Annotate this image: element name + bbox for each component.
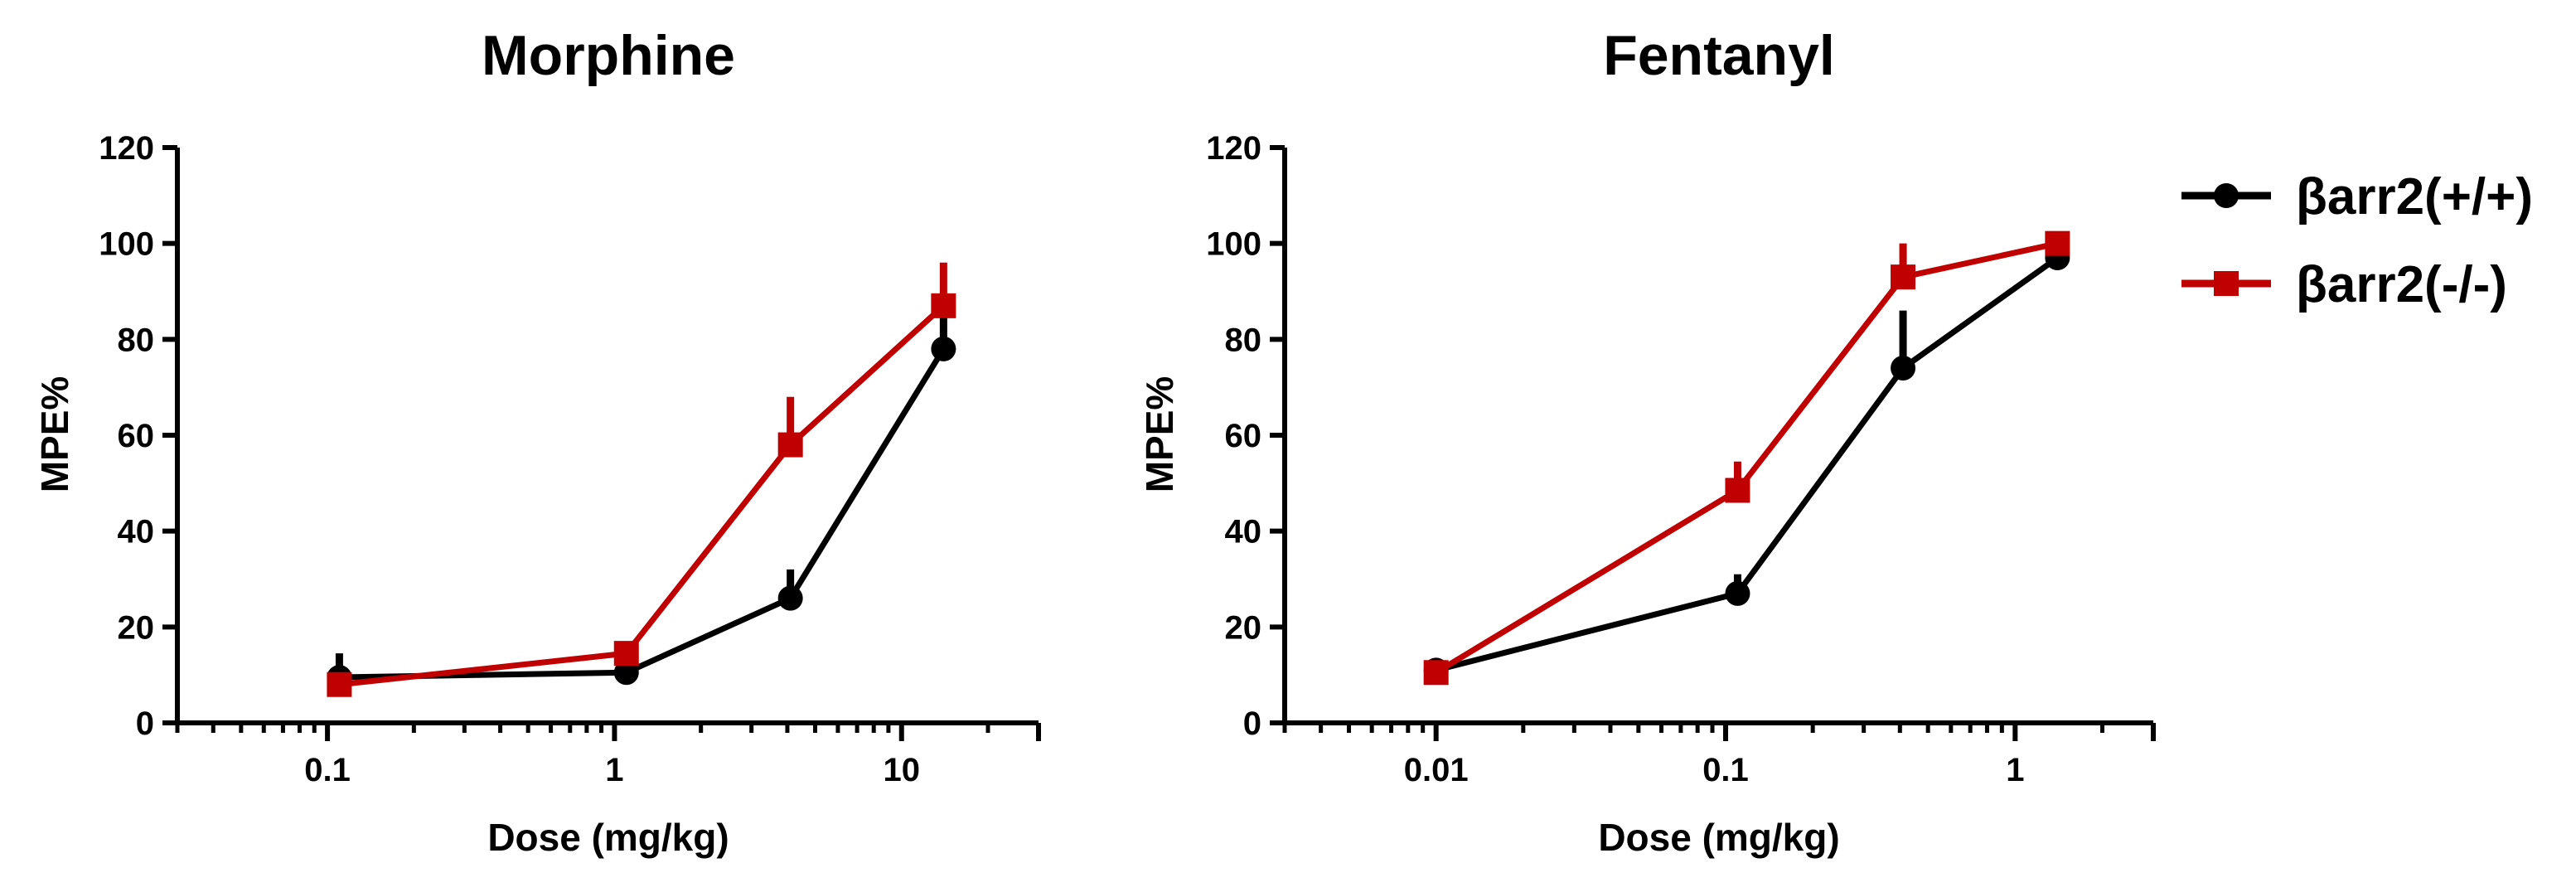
x-tick-label: 1 (2006, 752, 2024, 788)
chart-title: Morphine (482, 24, 735, 87)
legend-item-ko: βarr2(-/-) (2181, 256, 2507, 313)
series-ko (1423, 230, 2070, 686)
chart-panel-fentanyl: Fentanyl Dose (mg/kg) MPE% 0 20 40 60 80 100 1… (1138, 24, 2156, 859)
y-tick-label: 40 (118, 514, 155, 550)
y-tick-label: 0 (1243, 705, 1261, 742)
legend: βarr2(+/+) βarr2(-/-) (2181, 168, 2533, 313)
series-layer (1423, 230, 2070, 686)
data-point (1725, 580, 1750, 606)
y-tick-label: 100 (1206, 226, 1261, 263)
legend-marker-circle (2214, 183, 2239, 208)
y-tick-label: 20 (118, 609, 155, 646)
x-tick-label: 0.01 (1404, 752, 1469, 788)
legend-label-ko: βarr2(-/-) (2296, 256, 2507, 313)
chart-panel-morphine: Morphine Dose (mg/kg) MPE% 0 20 40 60 80 100 1… (33, 24, 1041, 859)
legend-item-wt: βarr2(+/+) (2181, 168, 2533, 225)
y-tick-label: 80 (118, 322, 155, 358)
legend-marker-square (2214, 271, 2239, 296)
axes: 0 20 40 60 80 100 120 0.01 0.1 1 (1206, 130, 2156, 788)
data-point (613, 660, 639, 686)
series-ko (327, 262, 956, 697)
data-point (1423, 660, 1449, 686)
y-axis-label: MPE% (1138, 376, 1181, 493)
x-tick-label: 1 (605, 752, 623, 788)
y-tick-label: 60 (118, 418, 155, 454)
data-point (777, 585, 803, 611)
data-point (931, 336, 956, 361)
y-axis-label: MPE% (33, 376, 76, 493)
series-line (339, 347, 947, 681)
y-tick-label: 120 (99, 130, 154, 167)
series-wt (1423, 245, 2070, 683)
series-line (339, 303, 946, 688)
y-tick-label: 60 (1225, 418, 1262, 454)
data-point (1891, 264, 1916, 290)
x-tick-label: 10 (884, 752, 921, 788)
legend-label-wt: βarr2(+/+) (2296, 168, 2533, 225)
x-tick-label: 0.1 (1702, 752, 1749, 788)
chart-title: Fentanyl (1603, 24, 1835, 87)
data-point (613, 641, 639, 667)
data-point (777, 432, 803, 458)
series-line (1435, 255, 2060, 673)
x-tick-label: 0.1 (304, 752, 351, 788)
data-point (1891, 356, 1916, 381)
data-point (1725, 478, 1750, 503)
y-tick-label: 40 (1225, 514, 1262, 550)
data-point (327, 671, 352, 697)
series-layer (327, 262, 956, 697)
y-tick-label: 20 (1225, 609, 1262, 646)
y-tick-label: 80 (1225, 322, 1262, 358)
x-axis-label: Dose (mg/kg) (1598, 816, 1839, 859)
y-tick-label: 100 (99, 226, 154, 263)
axes: 0 20 40 60 80 100 120 0.1 1 10 (99, 130, 1041, 788)
y-tick-label: 0 (136, 705, 154, 742)
data-point (2045, 230, 2070, 256)
series-line (1434, 240, 2059, 676)
data-point (931, 293, 956, 318)
y-tick-label: 120 (1206, 130, 1261, 167)
x-axis-label: Dose (mg/kg) (487, 816, 729, 859)
